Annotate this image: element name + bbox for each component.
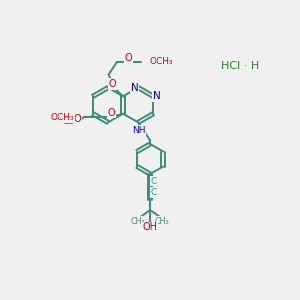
- Text: O: O: [74, 114, 81, 124]
- Text: CH₃: CH₃: [131, 217, 146, 226]
- Text: NH: NH: [132, 126, 146, 135]
- Text: OCH₃: OCH₃: [51, 113, 75, 122]
- Text: OH: OH: [142, 222, 158, 233]
- Text: N: N: [131, 82, 138, 93]
- Text: CH₃: CH₃: [155, 217, 170, 226]
- Text: C: C: [151, 188, 157, 197]
- Text: HCl · H: HCl · H: [221, 61, 259, 71]
- Text: O: O: [125, 52, 132, 63]
- Text: OCH₃: OCH₃: [149, 57, 173, 66]
- Text: O: O: [109, 79, 116, 89]
- Text: O: O: [108, 107, 116, 118]
- Text: C: C: [151, 177, 157, 186]
- Text: N: N: [153, 91, 161, 101]
